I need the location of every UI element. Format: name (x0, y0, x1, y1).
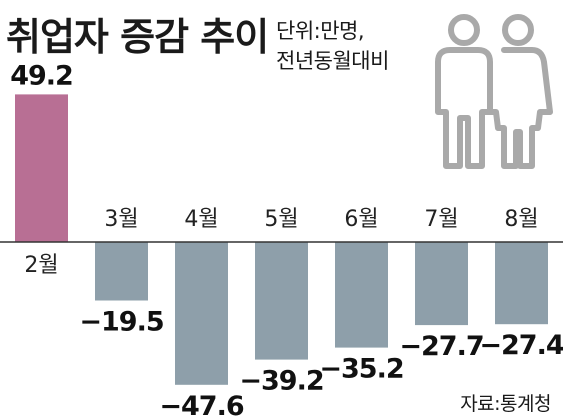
bar-5 (415, 242, 468, 326)
bar-1 (95, 242, 148, 301)
value-label-5: −27.7 (399, 331, 483, 362)
value-label-1: −19.5 (79, 307, 163, 338)
unit-note-line1: 단위:만명, (276, 19, 365, 43)
category-label-2: 4월 (184, 207, 218, 232)
value-label-3: −39.2 (239, 366, 323, 397)
category-label-5: 7월 (424, 207, 458, 232)
bar-0 (15, 94, 68, 243)
category-label-3: 5월 (264, 207, 298, 232)
category-label-4: 6월 (344, 207, 378, 232)
category-label-6: 8월 (504, 207, 538, 232)
people-silhouette-icon (435, 14, 553, 169)
category-label-0: 2월 (24, 253, 58, 278)
chart-title: 취업자 증감 추이 (6, 15, 269, 59)
category-label-1: 3월 (104, 207, 138, 232)
value-label-2: −47.6 (159, 391, 243, 418)
source-note: 자료:통계청 (460, 393, 551, 415)
bar-3 (255, 242, 308, 360)
value-label-0: 49.2 (10, 60, 73, 91)
value-label-4: −35.2 (319, 354, 403, 385)
unit-note: 단위:만명, 전년동월대비 (276, 16, 389, 76)
unit-note-line2: 전년동월대비 (276, 49, 389, 73)
bar-2 (175, 242, 228, 385)
bar-4 (335, 242, 388, 348)
value-label-6: −27.4 (479, 330, 563, 361)
bar-6 (495, 242, 548, 325)
